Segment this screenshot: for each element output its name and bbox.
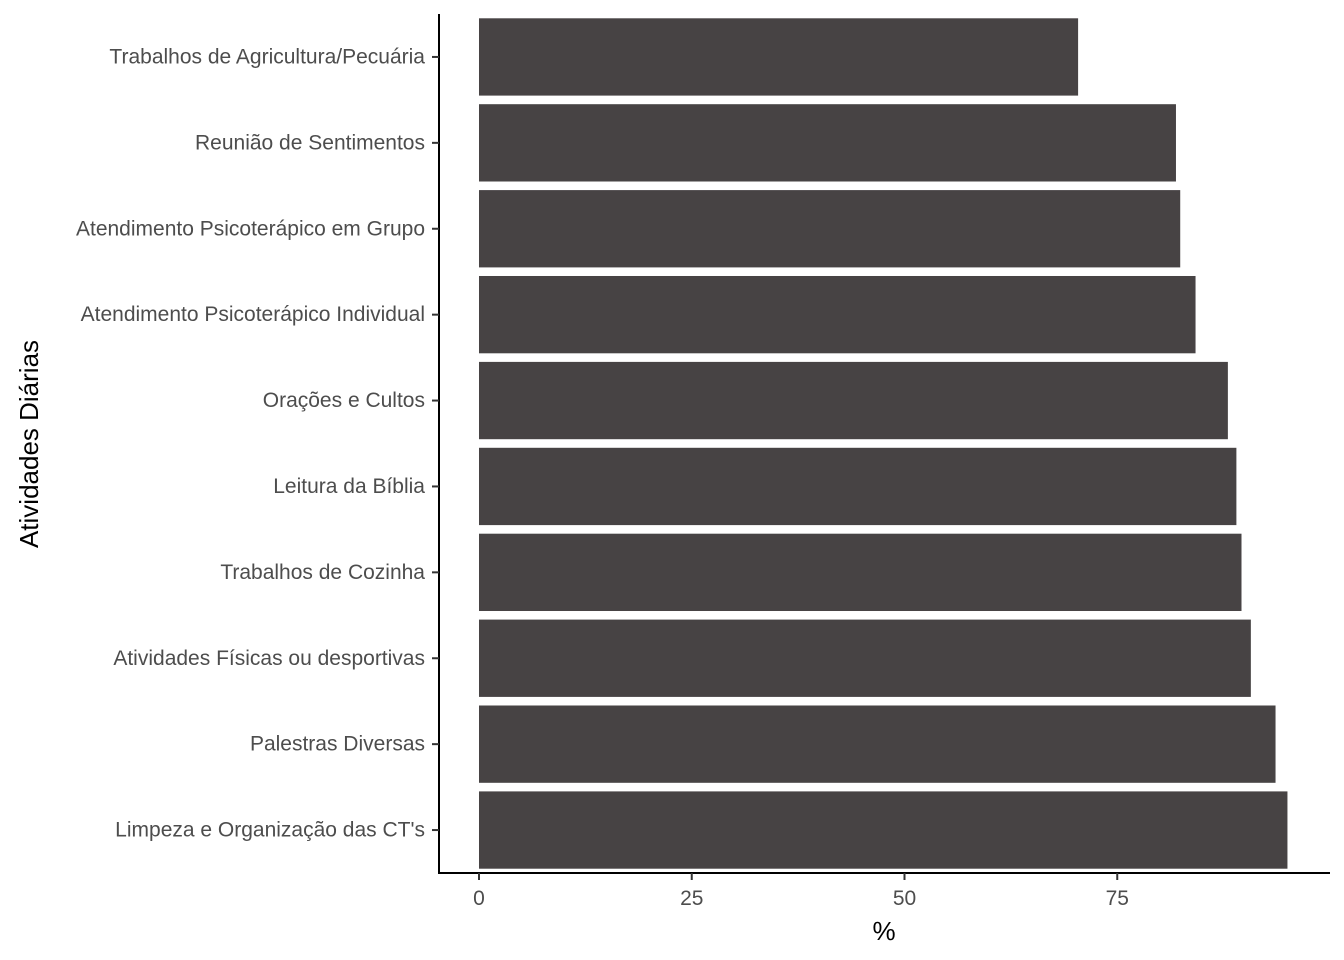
- bars-group: [478, 18, 1288, 869]
- y-tick-label: Reunião de Sentimentos: [195, 131, 425, 154]
- bar: [478, 104, 1176, 182]
- y-tick-label: Palestras Diversas: [250, 733, 425, 756]
- y-tick-label: Orações e Cultos: [263, 389, 425, 412]
- y-axis-title: Atividades Diárias: [14, 340, 44, 548]
- y-tick-label: Atividades Físicas ou desportivas: [113, 647, 425, 670]
- x-tick-label: 25: [680, 887, 703, 910]
- x-axis: 0 25 50 75: [438, 872, 1330, 910]
- bar: [478, 533, 1242, 612]
- bar: [478, 18, 1079, 96]
- x-tick-label: 75: [1106, 887, 1129, 910]
- y-tick-label: Trabalhos de Agricultura/Pecuária: [109, 45, 425, 68]
- bar: [478, 619, 1251, 697]
- y-tick-label: Atendimento Psicoterápico em Grupo: [76, 217, 425, 240]
- bar: [478, 361, 1228, 440]
- x-tick-label: 50: [893, 887, 916, 910]
- y-axis: Trabalhos de Agricultura/Pecuária Reunião…: [76, 14, 440, 873]
- y-tick-label: Atendimento Psicoterápico Individual: [81, 303, 425, 326]
- bar: [478, 275, 1196, 354]
- bar: [478, 705, 1276, 783]
- bar: [478, 791, 1288, 869]
- y-tick-label: Trabalhos de Cozinha: [220, 561, 425, 584]
- y-tick-label: Limpeza e Organização das CT's: [115, 819, 425, 842]
- bar: [478, 447, 1237, 526]
- y-tick-label: Leitura da Bíblia: [273, 475, 425, 498]
- x-tick-label: 0: [473, 887, 485, 910]
- bar: [478, 190, 1181, 268]
- x-axis-title: %: [872, 916, 895, 946]
